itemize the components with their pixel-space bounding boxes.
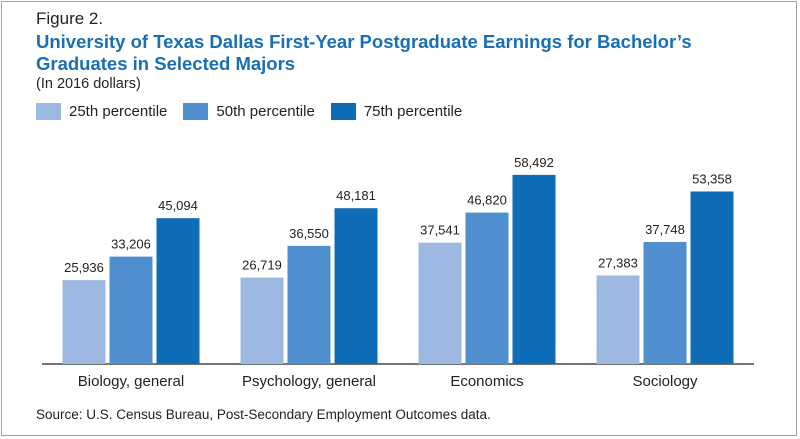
legend-item-50th: 50th percentile [183, 103, 315, 120]
bar-3-3 [512, 174, 556, 364]
data-label-3-3: 58,492 [514, 155, 554, 170]
category-label-3: Economics [450, 373, 523, 390]
category-label-1: Biology, general [78, 373, 184, 390]
chart-subtitle: (In 2016 dollars) [36, 76, 141, 92]
bar-1-1 [62, 280, 106, 364]
category-label-4: Sociology [632, 373, 698, 390]
legend-label-75th: 75th percentile [363, 103, 463, 120]
legend: 25th percentile 50th percentile 75th per… [36, 103, 478, 120]
legend-label-50th: 50th percentile [216, 103, 315, 120]
data-label-1-1: 25,936 [64, 260, 104, 275]
legend-label-25th: 25th percentile [69, 103, 168, 120]
chart-title: University of Texas Dallas First-Year Po… [36, 31, 692, 74]
bar-1-3 [418, 242, 462, 364]
data-label-3-2: 48,181 [336, 188, 376, 203]
category-label-2: Psychology, general [242, 373, 376, 390]
legend-item-75th: 75th percentile [330, 103, 463, 120]
bar-1-2 [240, 277, 284, 364]
data-label-2-3: 46,820 [467, 193, 507, 208]
bar-1-4 [596, 275, 640, 364]
data-label-3-1: 45,094 [158, 198, 198, 213]
legend-swatch-25th [36, 103, 61, 120]
data-label-1-3: 37,541 [420, 223, 460, 238]
bar-3-4 [690, 191, 734, 364]
data-label-3-4: 53,358 [692, 171, 732, 186]
bar-2-3 [465, 212, 509, 364]
data-label-1-2: 26,719 [242, 258, 282, 273]
data-label-1-4: 27,383 [598, 255, 638, 270]
legend-swatch-50th [183, 103, 209, 120]
legend-swatch-75th [330, 103, 356, 120]
data-label-2-2: 36,550 [289, 226, 329, 241]
bar-3-2 [334, 208, 378, 364]
bar-3-1 [156, 218, 200, 364]
bar-2-1 [109, 256, 153, 364]
bar-2-4 [643, 241, 687, 364]
figure-label: Figure 2. [36, 9, 104, 28]
source-note: Source: U.S. Census Bureau, Post-Seconda… [36, 407, 491, 422]
data-label-2-1: 33,206 [111, 237, 151, 252]
data-label-2-4: 37,748 [645, 222, 685, 237]
legend-item-25th: 25th percentile [36, 103, 167, 120]
bar-2-2 [287, 245, 331, 364]
